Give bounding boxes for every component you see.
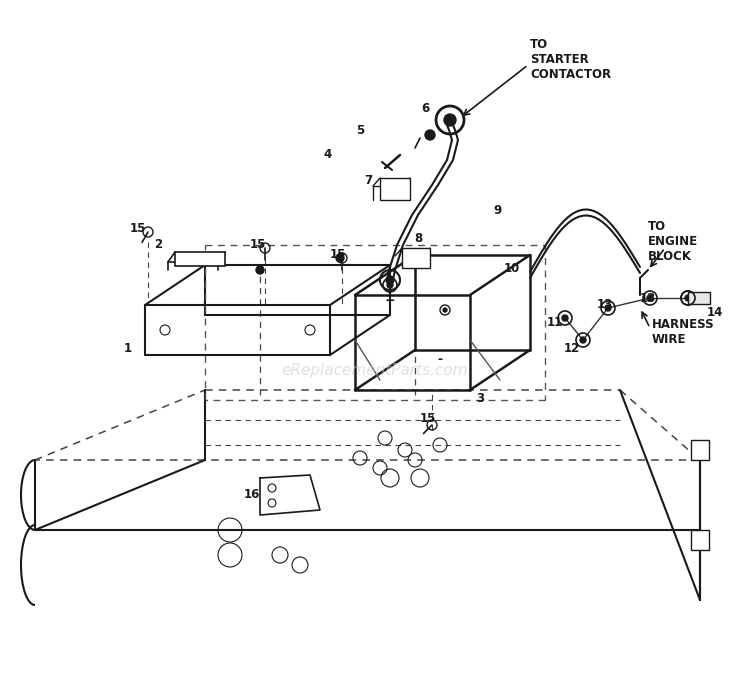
Text: 2: 2 <box>154 238 162 251</box>
Circle shape <box>685 295 691 301</box>
Text: 14: 14 <box>706 306 723 318</box>
Circle shape <box>562 315 568 321</box>
Bar <box>691 530 709 550</box>
Text: 8: 8 <box>414 232 422 244</box>
Circle shape <box>443 308 447 312</box>
Text: 4: 4 <box>324 149 332 162</box>
Circle shape <box>605 305 611 311</box>
Bar <box>175 252 225 266</box>
Circle shape <box>387 282 393 288</box>
Text: TO
STARTER
CONTACTOR: TO STARTER CONTACTOR <box>530 38 611 81</box>
Text: 13: 13 <box>597 299 613 312</box>
Circle shape <box>647 295 653 301</box>
Text: +: + <box>385 293 395 306</box>
Bar <box>402 248 430 268</box>
Text: 15: 15 <box>130 221 146 234</box>
Circle shape <box>336 254 344 262</box>
Circle shape <box>425 130 435 140</box>
Text: 6: 6 <box>421 101 429 115</box>
Text: 16: 16 <box>244 488 260 500</box>
Circle shape <box>386 276 394 284</box>
Text: 15: 15 <box>250 238 266 251</box>
Text: 5: 5 <box>356 124 364 136</box>
Text: 11: 11 <box>547 316 563 329</box>
Text: 15: 15 <box>420 411 436 424</box>
Text: 1: 1 <box>124 342 132 354</box>
Text: TO
ENGINE
BLOCK: TO ENGINE BLOCK <box>648 220 698 263</box>
Text: 12: 12 <box>564 342 580 354</box>
Bar <box>691 440 709 460</box>
Circle shape <box>256 266 264 274</box>
Circle shape <box>580 337 586 343</box>
Text: HARNESS
WIRE: HARNESS WIRE <box>652 318 715 346</box>
Text: eReplacementParts.com: eReplacementParts.com <box>282 363 468 378</box>
Circle shape <box>444 114 456 126</box>
Text: 10: 10 <box>504 261 520 274</box>
Text: 15: 15 <box>330 248 346 261</box>
Text: 13: 13 <box>640 291 656 304</box>
Text: -: - <box>437 354 442 367</box>
Bar <box>688 292 710 304</box>
Text: 7: 7 <box>364 174 372 187</box>
Text: 9: 9 <box>494 204 502 217</box>
Text: 3: 3 <box>476 392 484 405</box>
Bar <box>380 178 410 200</box>
